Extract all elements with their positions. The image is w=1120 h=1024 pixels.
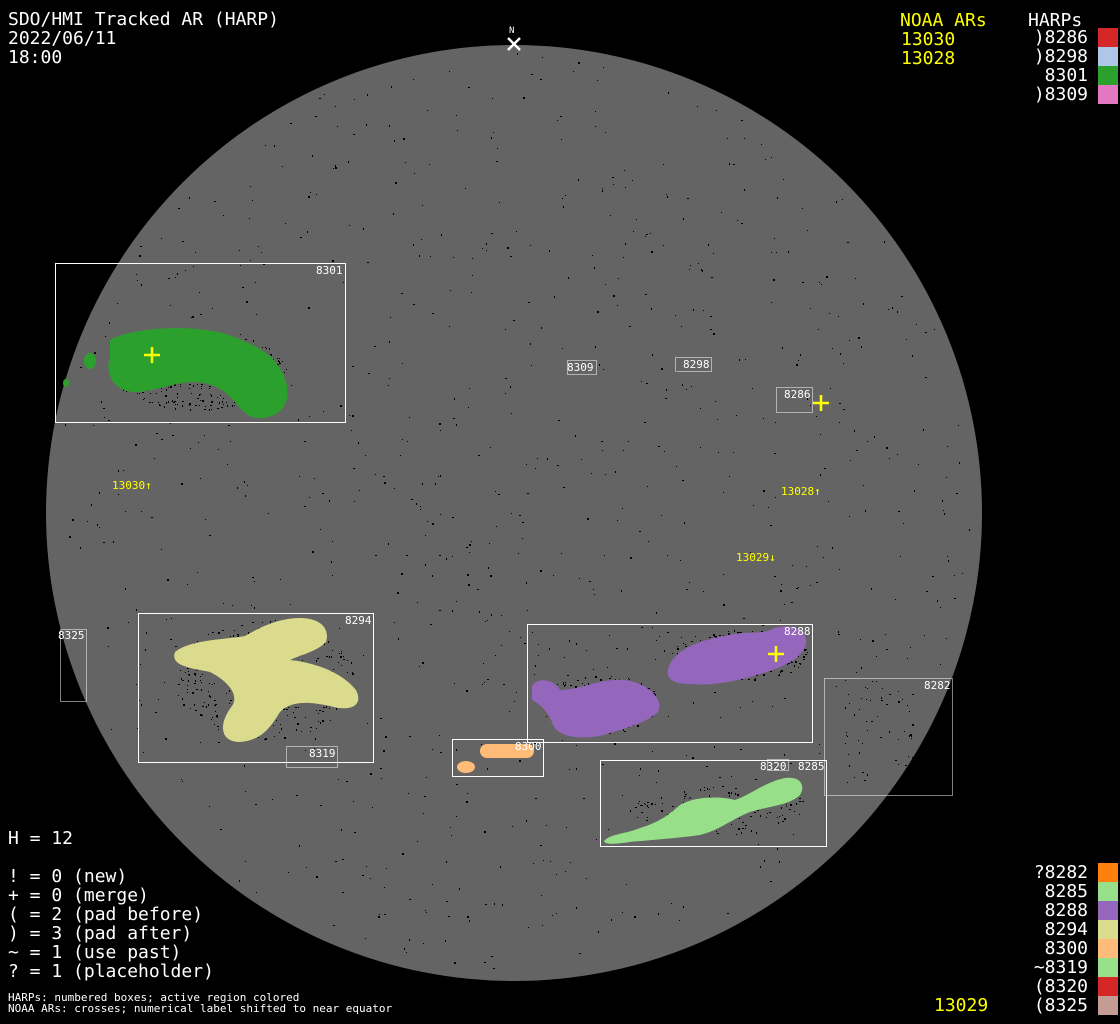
harps-header: HARPs (1028, 10, 1083, 31)
harp-legend-item: )8286 (978, 28, 1118, 47)
harp-legend-label: 8300 (1044, 938, 1088, 959)
stat-placeholder: ? = 1 (placeholder) (8, 961, 214, 982)
stat-merge: + = 0 (merge) (8, 885, 149, 906)
harp-label-8288: 8288 (784, 625, 811, 638)
harp-legend-item: (8325 (958, 996, 1118, 1015)
solar-disk (46, 45, 982, 981)
harp-legend-item: 8301 (978, 66, 1118, 85)
harp-label-8282: 8282 (924, 679, 951, 692)
harp-legend-item: )8298 (978, 47, 1118, 66)
color-swatch (1098, 920, 1118, 939)
noaa-label-13028: 13028↑ (781, 485, 821, 498)
harp-box-8282 (824, 678, 953, 796)
harp-label-8298: 8298 (683, 358, 710, 371)
color-swatch (1098, 939, 1118, 958)
footnote-harps: HARPs: numbered boxes; active region col… (8, 991, 300, 1004)
noaa-cross-13030 (144, 347, 160, 363)
harps-bottom-legend: ?8282 8285 8288 8294 8300 ~8319 (8320 (8… (958, 863, 1118, 1015)
harp-box-8301 (55, 263, 346, 423)
harp-legend-label: ?8282 (1033, 862, 1088, 883)
header-time: 18:00 (8, 47, 63, 68)
stat-pad-after: ) = 3 (pad after) (8, 923, 193, 944)
harp-legend-label: 8294 (1044, 919, 1088, 940)
color-swatch (1098, 882, 1118, 901)
harp-box-8309 (567, 360, 597, 375)
noaa-top-1: 13028 (901, 48, 956, 69)
harp-label-8301: 8301 (316, 264, 343, 277)
harp-legend-label: 8288 (1044, 900, 1088, 921)
color-swatch (1098, 863, 1118, 882)
harp-legend-label: )8286 (1033, 27, 1088, 48)
harp-legend-item: 8294 (958, 920, 1118, 939)
color-swatch (1098, 958, 1118, 977)
harp-legend-item: (8320 (958, 977, 1118, 996)
harp-legend-item: ?8282 (958, 863, 1118, 882)
noaa-cross-13029 (768, 646, 784, 662)
harp-legend-label: )8309 (1033, 84, 1088, 105)
color-swatch (1098, 996, 1118, 1015)
harp-label-8286: 8286 (784, 388, 811, 401)
harp-label-8285: 8285 (798, 760, 825, 773)
harps-top-legend: )8286 )8298 8301 )8309 (978, 28, 1118, 104)
region-8288 (532, 626, 807, 738)
harp-legend-label: 8285 (1044, 881, 1088, 902)
noaa-top-0: 13030 (901, 29, 956, 50)
noaa-bottom-0: 13029 (934, 995, 989, 1016)
harp-legend-item: ~8319 (958, 958, 1118, 977)
harp-box-8285 (600, 760, 827, 847)
harp-box-8320 (767, 759, 789, 771)
stat-use-past: ~ = 1 (use past) (8, 942, 182, 963)
harp-label-8320: 8320 (760, 760, 787, 773)
harp-legend-item: )8309 (978, 85, 1118, 104)
harp-box-8294 (138, 613, 374, 763)
color-swatch (1098, 85, 1118, 104)
harp-label-8294: 8294 (345, 614, 372, 627)
harp-legend-label: 8301 (1044, 65, 1088, 86)
harp-count: H = 12 (8, 828, 74, 849)
harp-legend-label: ~8319 (1033, 957, 1088, 978)
north-marker-icon (507, 37, 521, 51)
region-8294 (174, 618, 359, 742)
harp-box-8300 (452, 739, 544, 777)
harp-label-8309: 8309 (567, 361, 594, 374)
stat-new: ! = 0 (new) (8, 866, 128, 887)
noaa-cross-13028 (813, 395, 829, 411)
stat-pad-before: ( = 2 (pad before) (8, 904, 204, 925)
color-swatch (1098, 28, 1118, 47)
noaa-label-13029: 13029↓ (736, 551, 776, 564)
harp-label-8319: 8319 (309, 747, 336, 760)
color-swatch (1098, 901, 1118, 920)
color-swatch (1098, 47, 1118, 66)
header-date: 2022/06/11 (8, 28, 117, 49)
harp-box-8298 (675, 357, 712, 372)
harp-box-8325 (60, 629, 87, 702)
harp-legend-item: 8288 (958, 901, 1118, 920)
north-label: N (509, 26, 514, 36)
harp-box-8286 (776, 387, 813, 413)
footnote-noaa: NOAA ARs: crosses; numerical label shift… (8, 1002, 393, 1015)
region-8285 (604, 777, 803, 844)
harp-label-8300: 8300 (515, 740, 542, 753)
harp-box-8288 (527, 624, 813, 743)
harp-legend-label: (8325 (1033, 995, 1088, 1016)
noaa-header: NOAA ARs (900, 10, 987, 31)
region-8300 (457, 744, 534, 773)
harp-label-8325: 8325 (58, 629, 85, 642)
harp-legend-label: (8320 (1033, 976, 1088, 997)
harp-legend-item: 8300 (958, 939, 1118, 958)
harp-legend-item: 8285 (958, 882, 1118, 901)
harp-legend-label: )8298 (1033, 46, 1088, 67)
color-swatch (1098, 66, 1118, 85)
color-swatch (1098, 977, 1118, 996)
header-title: SDO/HMI Tracked AR (HARP) (8, 9, 279, 30)
noaa-label-13030: 13030↑ (112, 479, 152, 492)
